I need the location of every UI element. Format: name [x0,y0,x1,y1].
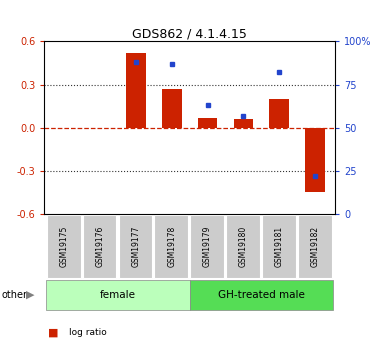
Text: ■: ■ [48,328,59,338]
Bar [270,99,289,128]
Bar [154,215,188,278]
Bar [190,215,224,278]
Text: GSM19175: GSM19175 [60,226,69,267]
Bar [47,215,80,278]
Text: GSM19176: GSM19176 [95,226,104,267]
Text: GSM19182: GSM19182 [311,226,320,267]
Text: GSM19181: GSM19181 [275,226,284,267]
Bar [162,89,182,128]
Bar [126,53,146,128]
Title: GDS862 / 4.1.4.15: GDS862 / 4.1.4.15 [132,27,247,40]
Bar [305,128,325,192]
Text: other: other [2,290,28,300]
Text: GSM19179: GSM19179 [203,226,212,267]
Bar [83,215,116,278]
Bar [234,119,253,128]
Bar [226,215,260,278]
Bar [298,215,332,278]
Bar [190,280,333,310]
Text: GSM19177: GSM19177 [131,226,140,267]
Text: GSM19180: GSM19180 [239,226,248,267]
Text: GSM19178: GSM19178 [167,226,176,267]
Bar [46,280,190,310]
Text: ▶: ▶ [26,290,35,300]
Text: GH-treated male: GH-treated male [218,290,305,300]
Text: female: female [100,290,136,300]
Bar [119,215,152,278]
Bar [262,215,296,278]
Text: log ratio: log ratio [69,328,107,337]
Bar [198,118,218,128]
